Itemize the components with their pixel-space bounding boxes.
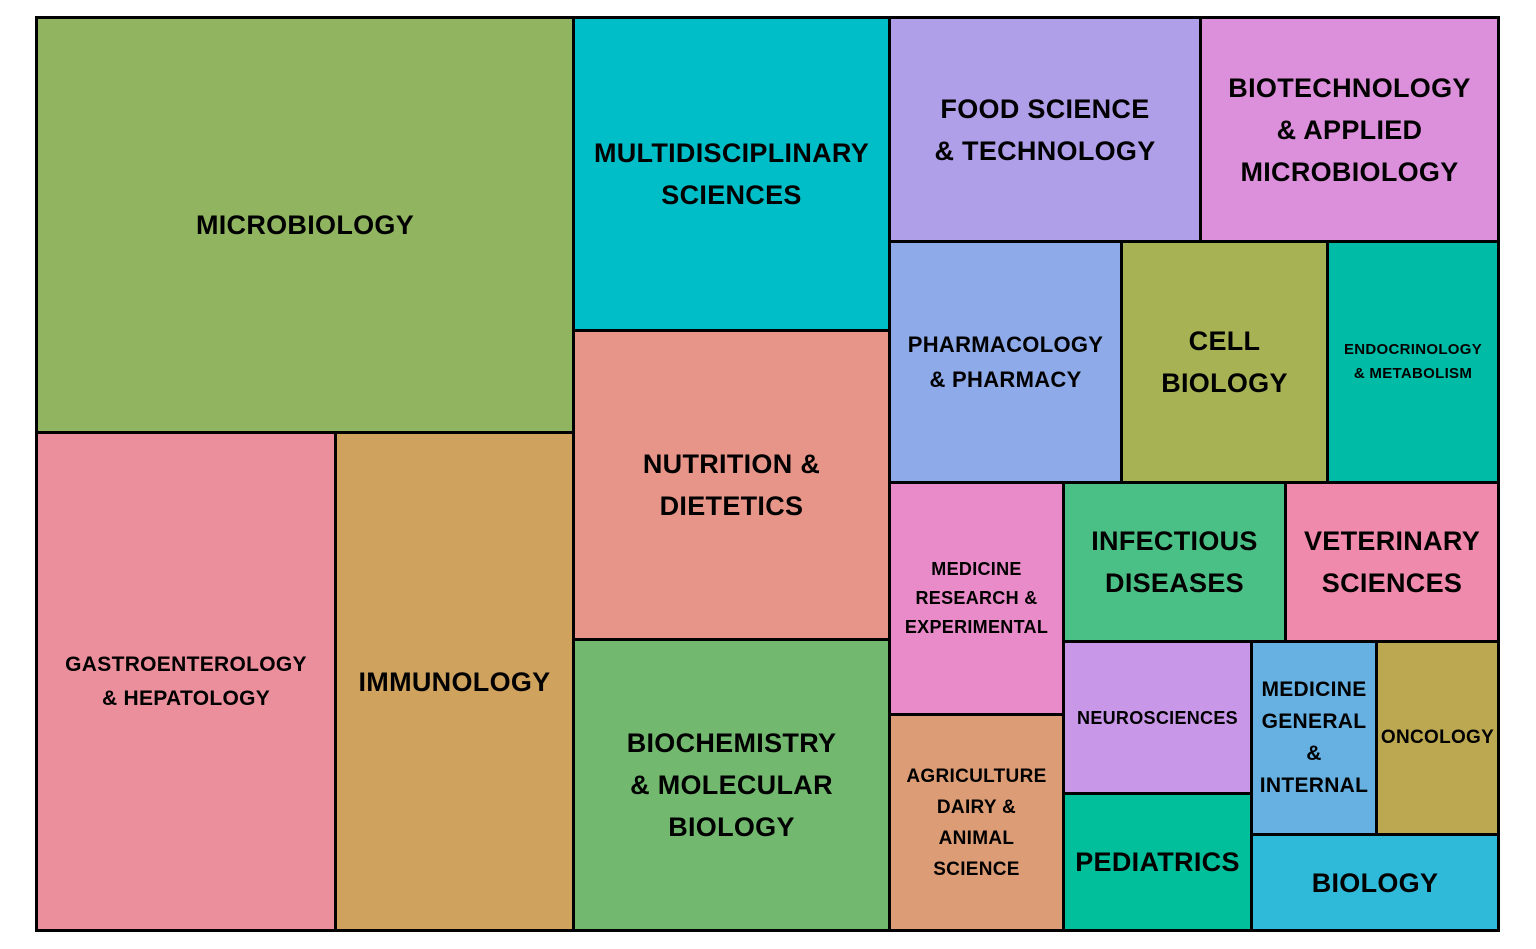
- tile-label-nutrition-dietetics: NUTRITION & DIETETICS: [642, 449, 821, 521]
- tile-label-immunology: IMMUNOLOGY: [358, 666, 551, 697]
- tile-label-biotechnology-applied-microbiology: BIOTECHNOLOGY & APPLIED MICROBIOLOGY: [1228, 72, 1471, 187]
- tile-nutrition-dietetics: NUTRITION & DIETETICS: [572, 329, 891, 641]
- tile-label-biology: BIOLOGY: [1311, 867, 1439, 898]
- tile-pediatrics: PEDIATRICS: [1062, 792, 1253, 932]
- tile-biology: BIOLOGY: [1250, 833, 1500, 932]
- tile-label-biochemistry-molecular-biology: BIOCHEMISTRY & MOLECULAR BIOLOGY: [626, 728, 837, 842]
- tile-food-science-technology: FOOD SCIENCE & TECHNOLOGY: [888, 16, 1202, 243]
- tile-gastroenterology-hepatology: GASTROENTEROLOGY & HEPATOLOGY: [35, 431, 337, 932]
- tile-label-endocrinology-metabolism: ENDOCRINOLOGY & METABOLISM: [1343, 341, 1483, 382]
- tile-cell-biology: CELL BIOLOGY: [1120, 240, 1329, 484]
- tile-label-veterinary-sciences: VETERINARY SCIENCES: [1303, 526, 1481, 598]
- tile-label-infectious-diseases: INFECTIOUS DISEASES: [1091, 526, 1258, 598]
- tile-label-medicine-research-experimental: MEDICINE RESEARCH & EXPERIMENTAL: [904, 559, 1049, 637]
- tile-label-multidisciplinary-sciences: MULTIDISCIPLINARY SCIENCES: [593, 138, 870, 210]
- tile-infectious-diseases: INFECTIOUS DISEASES: [1062, 481, 1287, 643]
- tile-endocrinology-metabolism: ENDOCRINOLOGY & METABOLISM: [1326, 240, 1500, 484]
- tile-label-gastroenterology-hepatology: GASTROENTEROLOGY & HEPATOLOGY: [65, 652, 307, 710]
- tile-oncology: ONCOLOGY: [1375, 640, 1500, 836]
- tile-pharmacology-pharmacy: PHARMACOLOGY & PHARMACY: [888, 240, 1123, 484]
- tile-label-medicine-general-internal: MEDICINE GENERAL & INTERNAL: [1259, 678, 1369, 797]
- tile-label-cell-biology: CELL BIOLOGY: [1161, 326, 1288, 398]
- tile-label-neurosciences: NEUROSCIENCES: [1077, 707, 1238, 728]
- tile-label-oncology: ONCOLOGY: [1380, 727, 1495, 748]
- tile-biochemistry-molecular-biology: BIOCHEMISTRY & MOLECULAR BIOLOGY: [572, 638, 891, 932]
- tile-agriculture-dairy-animal-science: AGRICULTURE DAIRY & ANIMAL SCIENCE: [888, 713, 1065, 932]
- tile-neurosciences: NEUROSCIENCES: [1062, 640, 1253, 795]
- tile-immunology: IMMUNOLOGY: [334, 431, 575, 932]
- tile-veterinary-sciences: VETERINARY SCIENCES: [1284, 481, 1500, 643]
- tile-biotechnology-applied-microbiology: BIOTECHNOLOGY & APPLIED MICROBIOLOGY: [1199, 16, 1500, 243]
- tile-label-food-science-technology: FOOD SCIENCE & TECHNOLOGY: [934, 93, 1156, 166]
- tile-label-agriculture-dairy-animal-science: AGRICULTURE DAIRY & ANIMAL SCIENCE: [906, 765, 1047, 880]
- tile-multidisciplinary-sciences: MULTIDISCIPLINARY SCIENCES: [572, 16, 891, 332]
- tile-microbiology: MICROBIOLOGY: [35, 16, 575, 434]
- tile-medicine-general-internal: MEDICINE GENERAL & INTERNAL: [1250, 640, 1378, 836]
- tile-label-pediatrics: PEDIATRICS: [1075, 847, 1240, 877]
- tile-label-microbiology: MICROBIOLOGY: [195, 210, 415, 240]
- tile-label-pharmacology-pharmacy: PHARMACOLOGY & PHARMACY: [907, 332, 1104, 392]
- tile-medicine-research-experimental: MEDICINE RESEARCH & EXPERIMENTAL: [888, 481, 1065, 716]
